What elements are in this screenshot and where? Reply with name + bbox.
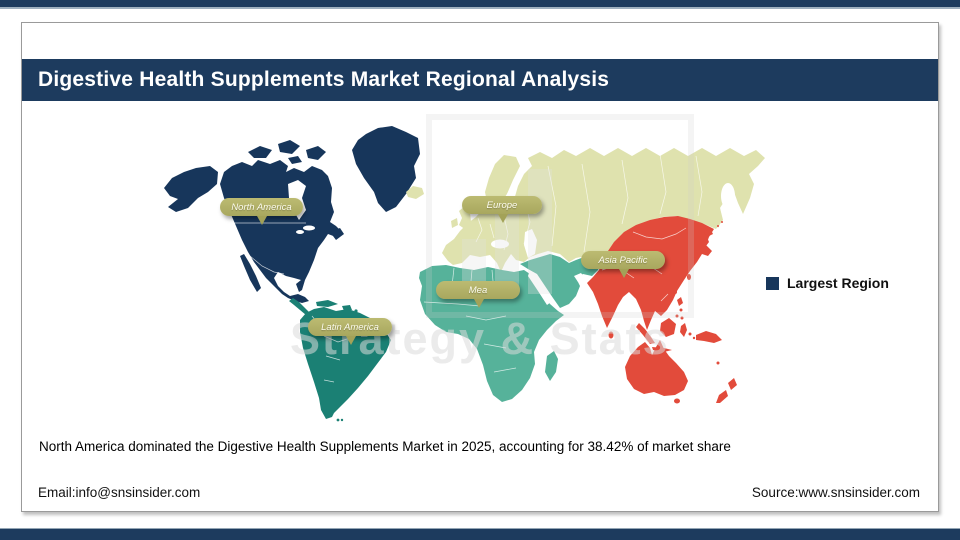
footer-email: Email:info@snsinsider.com [38, 485, 201, 500]
region-europe [406, 148, 765, 272]
region-north-america [164, 126, 420, 303]
footer-source: Source:www.snsinsider.com [751, 485, 920, 500]
region-asia-pacific [587, 216, 737, 404]
badge-label: Latin America [321, 321, 379, 333]
legend-swatch [766, 276, 779, 290]
title-bar: Digestive Health Supplements Market Regi… [22, 59, 938, 101]
badge-label: Europe [486, 199, 518, 211]
badge-north-america: North America [220, 198, 303, 225]
bottom-accent-bar [0, 528, 960, 540]
map-area: Strategy & Stats North America Europe As… [22, 101, 938, 441]
badge-latin-america: Latin America [308, 318, 392, 345]
page-title: Digestive Health Supplements Market Regi… [38, 68, 610, 91]
badge-mea: Mea [436, 281, 520, 308]
badge-label: North America [231, 201, 292, 213]
key-finding-statement: North America dominated the Digestive He… [39, 439, 731, 454]
europe-water [491, 182, 735, 258]
region-mea [419, 254, 600, 402]
top-accent-bar [0, 0, 960, 9]
world-map [164, 126, 765, 422]
mea-water [528, 271, 585, 305]
badge-europe: Europe [462, 196, 542, 223]
legend: Largest Region [766, 275, 889, 291]
legend-label: Largest Region [787, 275, 889, 291]
badge-asia-pacific: Asia Pacific [581, 251, 665, 278]
badge-label: Asia Pacific [598, 254, 648, 266]
content-box: Digestive Health Supplements Market Regi… [21, 22, 939, 512]
badge-label: Mea [468, 284, 488, 296]
